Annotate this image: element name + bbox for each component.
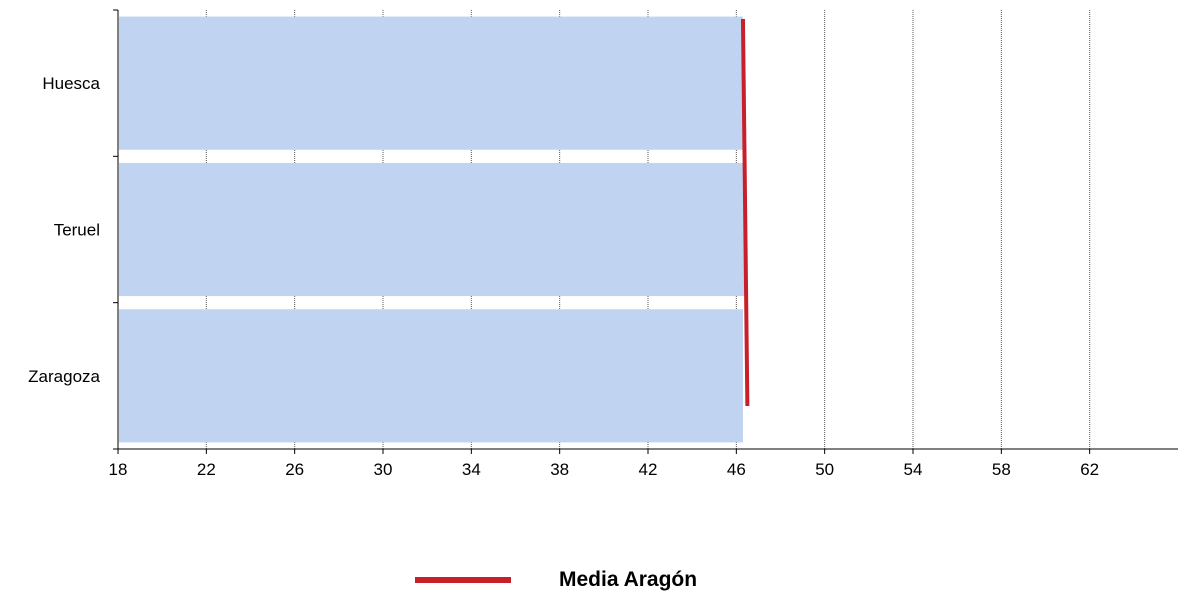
- bar-zaragoza: [119, 309, 743, 443]
- x-tick-label: 46: [727, 460, 746, 479]
- legend-label: Media Aragón: [559, 568, 698, 591]
- reference-line-media-aragon: [740, 18, 750, 407]
- reference-line: [740, 18, 750, 407]
- x-tick-label: 58: [992, 460, 1011, 479]
- y-tick-label: Zaragoza: [28, 367, 100, 386]
- x-tick-label: 30: [374, 460, 393, 479]
- bar-chart: 18 22 26 30 34 38 42 46 50 54 58 62 Huesca Teruel Zara…: [28, 9, 1178, 479]
- x-tick-label: 22: [197, 460, 216, 479]
- legend: Media Aragón: [415, 565, 697, 595]
- axes: [113, 9, 1178, 454]
- bars: [119, 16, 746, 443]
- x-tick-label: 26: [285, 460, 304, 479]
- legend-swatch-media-aragon: [415, 577, 511, 583]
- x-tick-label: 50: [815, 460, 834, 479]
- x-tick-label: 34: [462, 460, 481, 479]
- bar-huesca: [119, 16, 743, 150]
- y-tick-label: Huesca: [42, 74, 100, 93]
- x-tick-label: 18: [109, 460, 128, 479]
- tick-labels: 18 22 26 30 34 38 42 46 50 54 58 62 Huesca Teruel Zara…: [28, 74, 1099, 479]
- y-tick-label: Teruel: [54, 221, 100, 240]
- bar-teruel: [119, 162, 746, 297]
- x-tick-label: 54: [904, 460, 923, 479]
- x-tick-label: 42: [639, 460, 658, 479]
- x-tick-label: 38: [550, 460, 569, 479]
- x-tick-label: 62: [1080, 460, 1099, 479]
